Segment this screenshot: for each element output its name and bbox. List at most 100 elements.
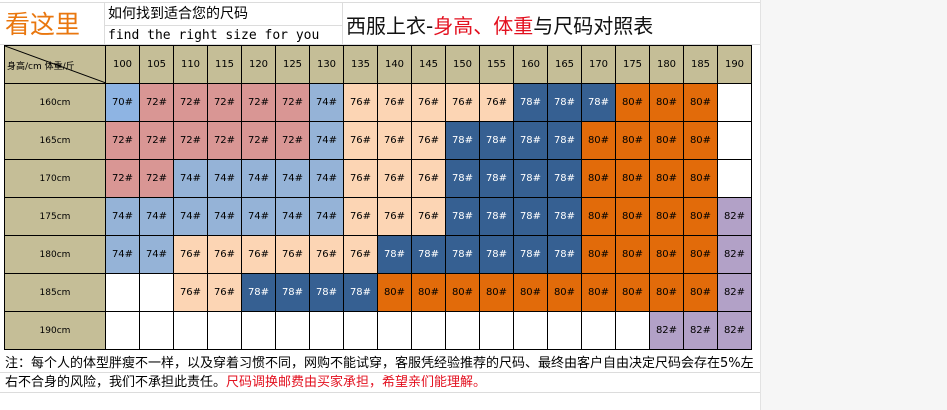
- size-cell: [139, 273, 174, 312]
- size-cell: 74#: [105, 197, 140, 236]
- weight-header-cell: 110: [173, 45, 208, 84]
- size-cell: 80#: [615, 197, 650, 236]
- height-header-cell: 185cm: [4, 273, 106, 312]
- size-cell: 78#: [547, 121, 582, 160]
- size-cell: 78#: [343, 273, 378, 312]
- size-cell: 82#: [717, 235, 752, 274]
- size-cell: 74#: [139, 197, 174, 236]
- size-cell: 76#: [343, 159, 378, 198]
- size-cell: 76#: [377, 83, 412, 122]
- size-cell: 82#: [717, 197, 752, 236]
- size-cell: 78#: [547, 159, 582, 198]
- size-cell: [241, 311, 276, 350]
- size-cell: 78#: [513, 121, 548, 160]
- size-cell: 74#: [173, 197, 208, 236]
- size-cell: 80#: [411, 273, 446, 312]
- size-cell: 72#: [139, 121, 174, 160]
- size-cell: 72#: [105, 121, 140, 160]
- size-cell: 80#: [581, 273, 616, 312]
- disclaimer-note: 注：每个人的体型胖瘦不一样，以及穿着习惯不同，网购不能试穿，客服凭经验推荐的尺码…: [5, 354, 755, 392]
- size-cell: 80#: [581, 197, 616, 236]
- size-cell: 72#: [207, 83, 242, 122]
- size-cell: [479, 311, 514, 350]
- size-cell: [717, 121, 752, 160]
- size-cell: 80#: [615, 273, 650, 312]
- table-row: 190cm 82# 82# 82#: [4, 311, 752, 350]
- size-cell: 74#: [207, 159, 242, 198]
- title-highlight: 身高、体重: [433, 14, 534, 38]
- weight-header-cell: 100: [105, 45, 140, 84]
- size-cell: [173, 311, 208, 350]
- size-cell: 78#: [513, 159, 548, 198]
- weight-header-cell: 155: [479, 45, 514, 84]
- size-cell: 80#: [649, 197, 684, 236]
- weight-header-cell: 105: [139, 45, 174, 84]
- size-cell: 72#: [173, 121, 208, 160]
- weight-header-cell: 115: [207, 45, 242, 84]
- size-cell: 80#: [649, 273, 684, 312]
- size-cell: 80#: [615, 83, 650, 122]
- table-row: 160cm 70# 72# 72# 72# 72# 72# 74# 76# 76# 76# 76# 76…: [4, 83, 752, 122]
- size-cell: 80#: [683, 121, 718, 160]
- weight-header-cell: 165: [547, 45, 582, 84]
- height-header-cell: 160cm: [4, 83, 106, 122]
- corner-axis-label: 身高/cm 体重/斤: [7, 62, 75, 72]
- size-cell: [411, 311, 446, 350]
- size-cell: [445, 311, 480, 350]
- size-cell: 76#: [411, 83, 446, 122]
- weight-header-cell: 160: [513, 45, 548, 84]
- how-to-find-size-label: 如何找到适合您的尺码: [108, 6, 248, 22]
- size-table: 身高/cm 体重/斤 100 105 110 115 120 125 130 135 140 145…: [4, 45, 752, 350]
- weight-header-cell: 185: [683, 45, 718, 84]
- grid-line: [0, 2, 760, 3]
- size-cell: 74#: [309, 121, 344, 160]
- size-cell: 72#: [105, 159, 140, 198]
- size-cell: 80#: [445, 273, 480, 312]
- size-cell: 80#: [649, 235, 684, 274]
- size-cell: 76#: [275, 235, 310, 274]
- size-cell: 74#: [173, 159, 208, 198]
- size-cell: 78#: [479, 121, 514, 160]
- grid-line: [0, 44, 760, 45]
- size-cell: 74#: [207, 197, 242, 236]
- size-cell: 80#: [683, 273, 718, 312]
- size-cell: [581, 311, 616, 350]
- size-cell: 78#: [513, 83, 548, 122]
- weight-header-cell: 125: [275, 45, 310, 84]
- size-cell: 80#: [581, 121, 616, 160]
- size-cell: 80#: [581, 159, 616, 198]
- title-suffix: 与尺码对照表: [533, 14, 654, 38]
- size-cell: 76#: [241, 235, 276, 274]
- table-row: 180cm 74# 74# 76# 76# 76# 76# 76# 76# 78# 78# 78# 78…: [4, 235, 752, 274]
- size-cell: [105, 273, 140, 312]
- size-cell: 82#: [717, 273, 752, 312]
- chart-title: 西服上衣-身高、体重与尺码对照表: [346, 10, 748, 42]
- size-cell: [513, 311, 548, 350]
- height-header-cell: 180cm: [4, 235, 106, 274]
- size-cell: 80#: [649, 159, 684, 198]
- size-cell: 78#: [581, 83, 616, 122]
- size-cell: 76#: [445, 83, 480, 122]
- size-cell: 80#: [615, 235, 650, 274]
- table-row: 170cm 72# 72# 74# 74# 74# 74# 74# 76# 76# 76# 78# 78…: [4, 159, 752, 198]
- size-cell: 78#: [479, 197, 514, 236]
- size-cell: 80#: [547, 273, 582, 312]
- size-cell: 80#: [479, 273, 514, 312]
- title-prefix: 西服上衣-: [346, 14, 434, 38]
- size-cell: 74#: [241, 197, 276, 236]
- size-cell: [207, 311, 242, 350]
- size-cell: [547, 311, 582, 350]
- size-cell: 76#: [207, 235, 242, 274]
- size-chart-sheet: 看这里 如何找到适合您的尺码 find the right size for y…: [0, 2, 760, 393]
- grid-line: [0, 372, 760, 373]
- size-cell: 76#: [343, 83, 378, 122]
- size-cell: [309, 311, 344, 350]
- note-red-text: 尺码调换邮费由买家承担，希望亲们能理解。: [226, 375, 487, 390]
- grid-line: [0, 392, 760, 393]
- table-row: 165cm 72# 72# 72# 72# 72# 72# 74# 76# 76# 76# 78# 78…: [4, 121, 752, 160]
- note-main-text: 注：每个人的体型胖瘦不一样，以及穿着习惯不同，网购不能试穿，客服凭经验推荐的尺码…: [5, 356, 754, 390]
- table-row: 175cm 74# 74# 74# 74# 74# 74# 74# 76# 76# 76# 78# 78…: [4, 197, 752, 236]
- height-header-cell: 175cm: [4, 197, 106, 236]
- size-cell: 76#: [411, 197, 446, 236]
- size-cell: 72#: [241, 121, 276, 160]
